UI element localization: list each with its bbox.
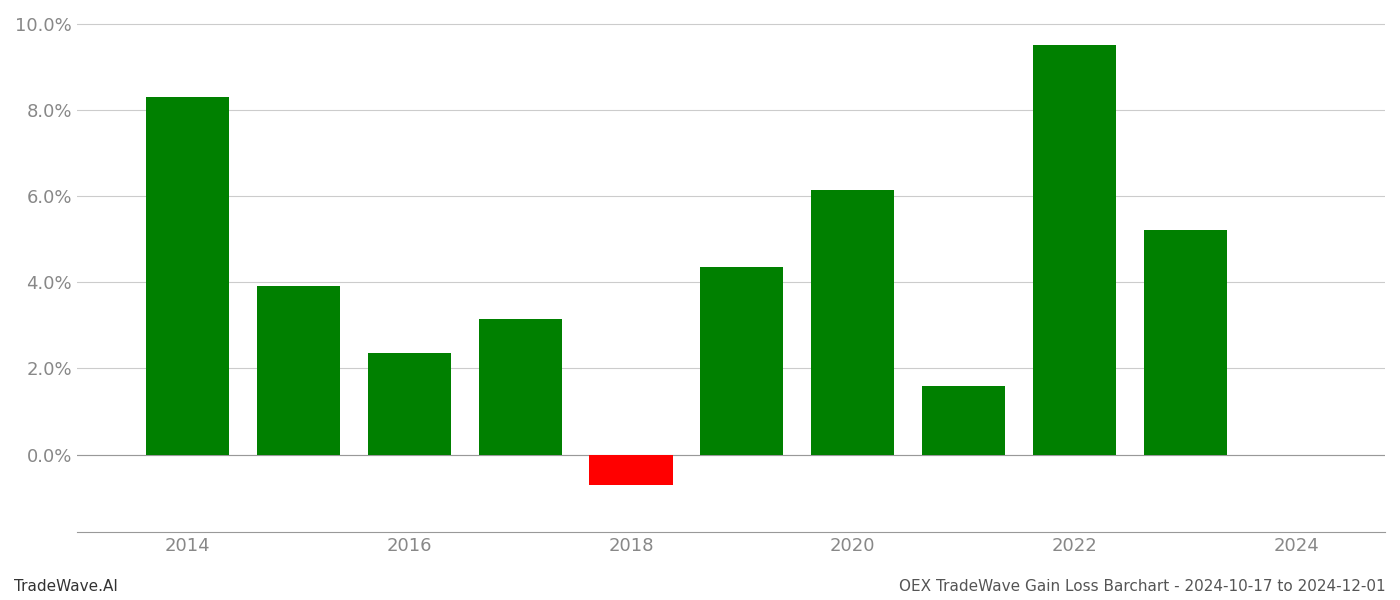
Text: TradeWave.AI: TradeWave.AI: [14, 579, 118, 594]
Bar: [368, 353, 451, 455]
Bar: [1144, 230, 1226, 455]
Bar: [811, 190, 895, 455]
Bar: [256, 286, 340, 455]
Bar: [923, 386, 1005, 455]
Bar: [146, 97, 230, 455]
Bar: [1033, 45, 1116, 455]
Bar: [589, 455, 672, 485]
Bar: [479, 319, 561, 455]
Bar: [700, 267, 784, 455]
Text: OEX TradeWave Gain Loss Barchart - 2024-10-17 to 2024-12-01: OEX TradeWave Gain Loss Barchart - 2024-…: [899, 579, 1386, 594]
